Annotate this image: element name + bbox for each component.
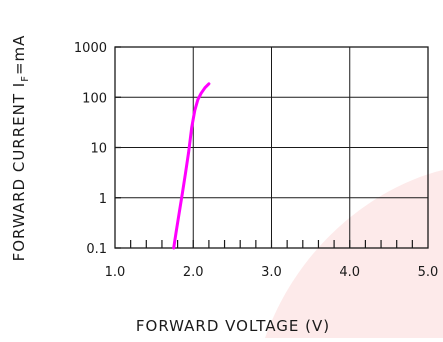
x-tick-labels: 1.0 2.0 3.0 4.0 5.0: [105, 265, 439, 280]
x-tick-label: 4.0: [339, 265, 360, 280]
y-tick-label: 1: [99, 192, 107, 207]
y-axis-title-suffix: =mA: [10, 35, 28, 75]
y-tick-labels: 0.1 1 10 100 1000: [74, 41, 107, 257]
y-axis-title: FORWARD CURRENT IF=mA: [10, 35, 31, 262]
x-tick-label: 5.0: [418, 265, 439, 280]
series: [172, 82, 211, 250]
x-tick-label: 1.0: [105, 265, 126, 280]
x-tick-label: 2.0: [183, 265, 204, 280]
y-axis-title-prefix: FORWARD CURRENT I: [10, 82, 28, 262]
background-decoration: [265, 170, 443, 338]
axes: [114, 46, 429, 249]
y-tick-label: 100: [82, 91, 107, 106]
x-axis-title: FORWARD VOLTAGE (V): [136, 317, 330, 335]
series-line: [172, 82, 211, 250]
x-minor-ticks: [130, 240, 413, 248]
x-tick-label: 3.0: [261, 265, 282, 280]
y-axis-title-subscript: F: [20, 75, 31, 82]
grid: [115, 47, 428, 248]
y-tick-label: 0.1: [86, 242, 107, 257]
y-tick-label: 10: [90, 142, 107, 157]
y-tick-label: 1000: [74, 41, 107, 56]
